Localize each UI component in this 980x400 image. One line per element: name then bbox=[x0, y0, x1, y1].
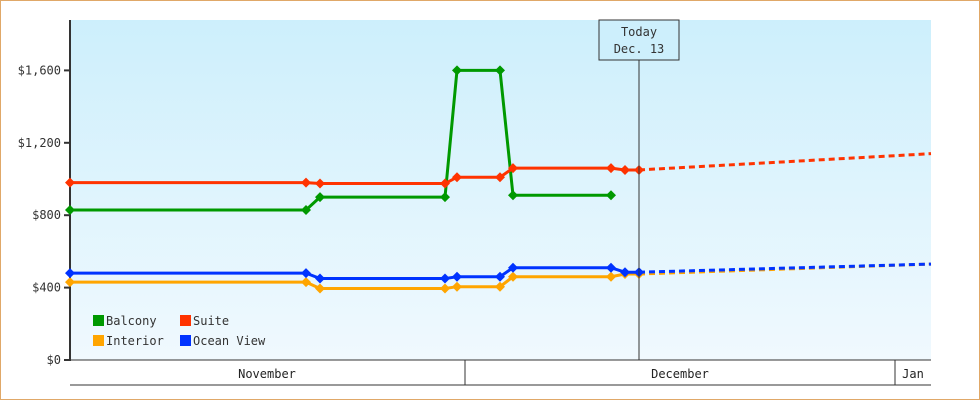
data-point[interactable] bbox=[440, 192, 450, 203]
data-point[interactable] bbox=[508, 262, 518, 273]
forecast-line bbox=[638, 152, 932, 172]
data-point[interactable] bbox=[440, 273, 450, 284]
data-point[interactable] bbox=[452, 172, 462, 183]
month-label: Jan bbox=[902, 367, 924, 381]
y-tick-label: $800 bbox=[32, 208, 61, 222]
y-tick-label: $400 bbox=[32, 281, 61, 295]
legend-label: Interior bbox=[106, 334, 164, 348]
data-point[interactable] bbox=[495, 65, 505, 76]
data-point[interactable] bbox=[301, 177, 311, 188]
data-point[interactable] bbox=[508, 190, 518, 201]
data-point[interactable] bbox=[315, 178, 325, 189]
forecast-line bbox=[638, 262, 932, 274]
data-point[interactable] bbox=[452, 271, 462, 282]
today-marker: Today Dec. 13 bbox=[598, 19, 680, 360]
data-point[interactable] bbox=[301, 277, 311, 288]
today-label: Today bbox=[621, 25, 657, 39]
y-tick-label: $1,600 bbox=[18, 63, 61, 77]
legend-swatch bbox=[93, 315, 104, 326]
legend-swatch bbox=[93, 335, 104, 346]
x-axis: November December Jan bbox=[70, 360, 931, 386]
data-point[interactable] bbox=[65, 277, 75, 288]
data-point[interactable] bbox=[508, 271, 518, 282]
legend-swatch bbox=[180, 315, 191, 326]
series-line bbox=[70, 166, 639, 186]
data-point[interactable] bbox=[65, 268, 75, 279]
legend-label: Ocean View bbox=[193, 334, 266, 348]
series-line bbox=[70, 266, 639, 281]
month-label: December bbox=[651, 367, 709, 381]
data-point[interactable] bbox=[495, 271, 505, 282]
data-point[interactable] bbox=[440, 283, 450, 294]
month-label: November bbox=[238, 367, 296, 381]
data-point[interactable] bbox=[452, 65, 462, 76]
data-point[interactable] bbox=[65, 204, 75, 215]
data-point[interactable] bbox=[65, 177, 75, 188]
series-lines bbox=[65, 65, 932, 294]
data-point[interactable] bbox=[440, 178, 450, 189]
legend-swatch bbox=[180, 335, 191, 346]
data-point[interactable] bbox=[606, 262, 616, 273]
data-point[interactable] bbox=[508, 163, 518, 174]
data-point[interactable] bbox=[495, 281, 505, 292]
y-tick-label: $1,200 bbox=[18, 136, 61, 150]
today-date: Dec. 13 bbox=[614, 42, 665, 56]
legend: Balcony Suite Interior Ocean View bbox=[93, 314, 266, 348]
data-point[interactable] bbox=[315, 273, 325, 284]
data-point[interactable] bbox=[315, 283, 325, 294]
data-point[interactable] bbox=[606, 190, 616, 201]
data-point[interactable] bbox=[606, 271, 616, 282]
series-line bbox=[70, 272, 639, 291]
data-point[interactable] bbox=[301, 204, 311, 215]
data-point[interactable] bbox=[452, 281, 462, 292]
y-tick-label: $0 bbox=[47, 353, 61, 367]
data-point[interactable] bbox=[606, 163, 616, 174]
legend-label: Suite bbox=[193, 314, 229, 328]
data-point[interactable] bbox=[301, 268, 311, 279]
data-point[interactable] bbox=[495, 172, 505, 183]
legend-label: Balcony bbox=[106, 314, 157, 328]
data-point[interactable] bbox=[315, 192, 325, 203]
data-point[interactable] bbox=[620, 267, 630, 278]
y-axis: $0 $400 $800 $1,200 $1,600 bbox=[18, 20, 931, 367]
data-point[interactable] bbox=[620, 164, 630, 175]
